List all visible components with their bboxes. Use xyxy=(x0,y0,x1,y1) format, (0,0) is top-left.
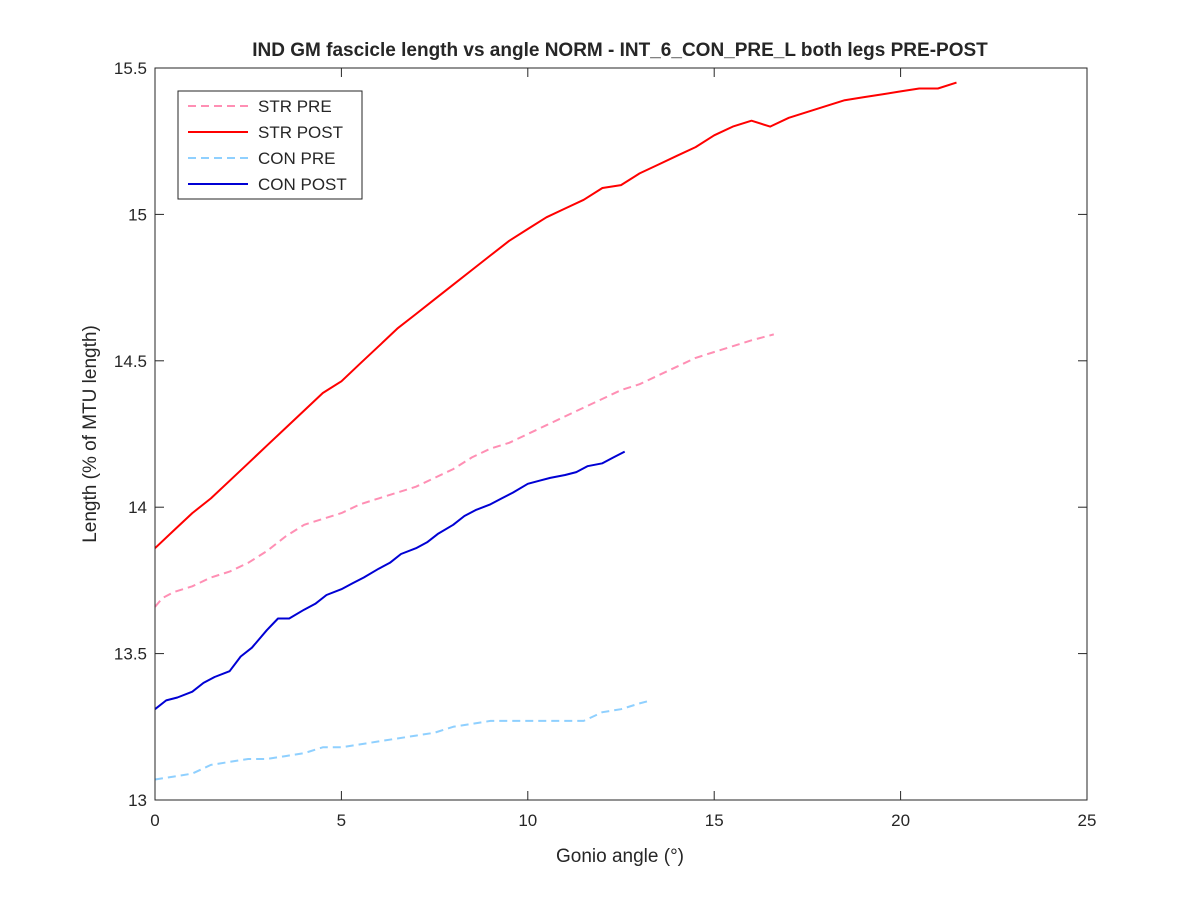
x-axis-label: Gonio angle (°) xyxy=(556,846,684,867)
y-axis: 13 13.5 14 14.5 15 15.5 xyxy=(114,59,1087,810)
legend-label: STR PRE xyxy=(258,97,332,116)
plot-area-frame xyxy=(154,67,1088,801)
y-tick-label: 13 xyxy=(128,791,147,810)
y-tick-label: 15 xyxy=(128,205,147,224)
x-tick-label: 25 xyxy=(1078,811,1097,830)
series-line-con-pre xyxy=(154,699,652,781)
x-axis: 0 5 10 15 20 25 xyxy=(150,68,1096,830)
series-line-str-post xyxy=(154,81,957,549)
plot-series-group xyxy=(154,81,957,781)
y-tick-label: 14.5 xyxy=(114,352,147,371)
series-line-con-post xyxy=(154,450,626,710)
y-tick-label: 14 xyxy=(128,498,147,517)
y-tick-label: 13.5 xyxy=(114,645,147,664)
chart-title: IND GM fascicle length vs angle NORM - I… xyxy=(252,40,988,61)
x-tick-label: 15 xyxy=(705,811,724,830)
legend-label: CON PRE xyxy=(258,149,335,168)
x-tick-label: 20 xyxy=(891,811,910,830)
legend-label: STR POST xyxy=(258,123,343,142)
y-tick-label: 15.5 xyxy=(114,59,147,78)
x-tick-label: 10 xyxy=(518,811,537,830)
x-tick-label: 5 xyxy=(337,811,346,830)
legend-label: CON POST xyxy=(258,175,347,194)
y-axis-label: Length (% of MTU length) xyxy=(80,325,101,543)
x-tick-label: 0 xyxy=(150,811,159,830)
legend-box xyxy=(177,90,363,200)
series-line-str-pre xyxy=(154,333,775,608)
legend: STR PRE STR POST CON PRE CON POST xyxy=(177,90,363,200)
